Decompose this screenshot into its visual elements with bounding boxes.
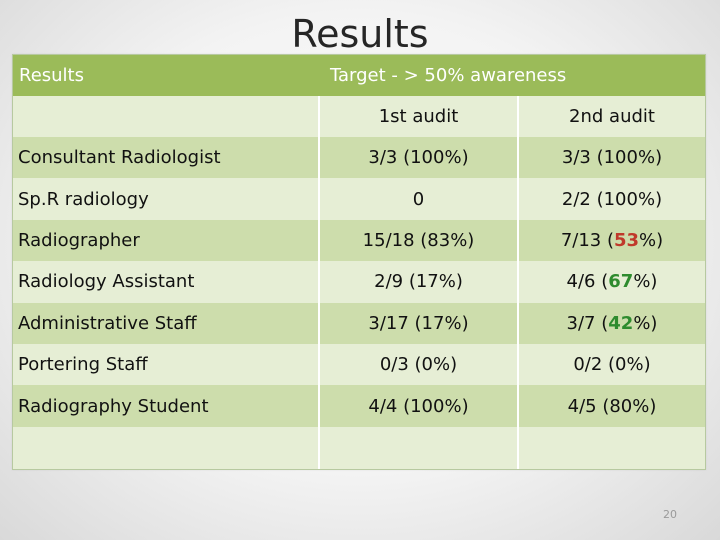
audit1-cell: 15/18 (83%) xyxy=(318,219,517,262)
audit2-cell: 4/6 (67%) xyxy=(517,261,705,303)
table-row: Radiology Assistant 2/9 (17%) 4/6 (67%) xyxy=(13,261,705,303)
audit2-cell: 3/7 (42%) xyxy=(517,302,705,344)
role-cell: Portering Staff xyxy=(18,354,148,376)
table-row: Administrative Staff 3/17 (17%) 3/7 (42%) xyxy=(13,302,705,344)
audit2-cell: 0/2 (0%) xyxy=(517,344,705,386)
audit2-highlight: 42 xyxy=(608,312,634,334)
role-cell: Radiographer xyxy=(18,229,140,251)
subheader-audit1-cell: 1st audit xyxy=(318,96,517,137)
role-cell: Administrative Staff xyxy=(18,312,197,334)
table-row: Consultant Radiologist 3/3 (100%) 3/3 (100… xyxy=(13,137,705,179)
header-target-cell: Target - > 50% awareness xyxy=(330,65,567,86)
audit1-cell: 3/17 (17%) xyxy=(318,302,517,344)
audit2-suffix: %) xyxy=(633,271,658,293)
header-corner-cell: Results xyxy=(19,65,84,86)
audit2-suffix: %) xyxy=(639,229,664,251)
empty-cell xyxy=(13,427,318,469)
role-cell: Radiography Student xyxy=(18,395,209,417)
audit2-value: 2/2 (100%) xyxy=(561,188,663,210)
table-empty-row xyxy=(13,427,705,469)
audit1-cell: 2/9 (17%) xyxy=(318,261,517,303)
audit1-cell: 0/3 (0%) xyxy=(318,344,517,386)
audit2-suffix: %) xyxy=(633,312,658,334)
audit2-value: 4/6 ( xyxy=(566,271,609,293)
table-row: Portering Staff 0/3 (0%) 0/2 (0%) xyxy=(13,344,705,386)
slide-number: 20 xyxy=(663,508,677,521)
table-subheader-row: 1st audit 2nd audit xyxy=(13,96,705,137)
audit2-value: 3/7 ( xyxy=(566,312,609,334)
table-row: Radiographer 15/18 (83%) 7/13 (53%) xyxy=(13,219,705,262)
role-cell: Sp.R radiology xyxy=(18,188,149,210)
audit1-cell: 0 xyxy=(318,178,517,220)
audit2-highlight: 53 xyxy=(613,229,640,251)
audit2-cell: 2/2 (100%) xyxy=(517,178,705,220)
subheader-audit2-cell: 2nd audit xyxy=(517,96,705,137)
table-row: Radiography Student 4/4 (100%) 4/5 (80%) xyxy=(13,385,705,427)
audit2-value: 4/5 (80%) xyxy=(567,395,657,417)
empty-cell xyxy=(318,427,517,469)
audit2-value: 0/2 (0%) xyxy=(573,354,651,376)
audit2-cell: 4/5 (80%) xyxy=(517,385,705,427)
slide-title: Results xyxy=(291,12,429,56)
role-cell: Consultant Radiologist xyxy=(18,147,221,169)
results-table: Results Target - > 50% awareness 1st aud… xyxy=(12,54,706,470)
subheader-empty-cell xyxy=(13,96,318,137)
audit2-cell: 3/3 (100%) xyxy=(517,137,705,179)
audit1-cell: 3/3 (100%) xyxy=(318,137,517,179)
table-header-row: Results Target - > 50% awareness xyxy=(13,55,705,96)
audit2-highlight: 67 xyxy=(608,271,634,293)
audit2-value: 3/3 (100%) xyxy=(561,147,663,169)
audit2-cell: 7/13 (53%) xyxy=(517,219,705,262)
role-cell: Radiology Assistant xyxy=(18,271,195,293)
table-row: Sp.R radiology 0 2/2 (100%) xyxy=(13,178,705,220)
audit2-value: 7/13 ( xyxy=(560,229,614,251)
empty-cell xyxy=(517,427,705,469)
audit1-cell: 4/4 (100%) xyxy=(318,385,517,427)
